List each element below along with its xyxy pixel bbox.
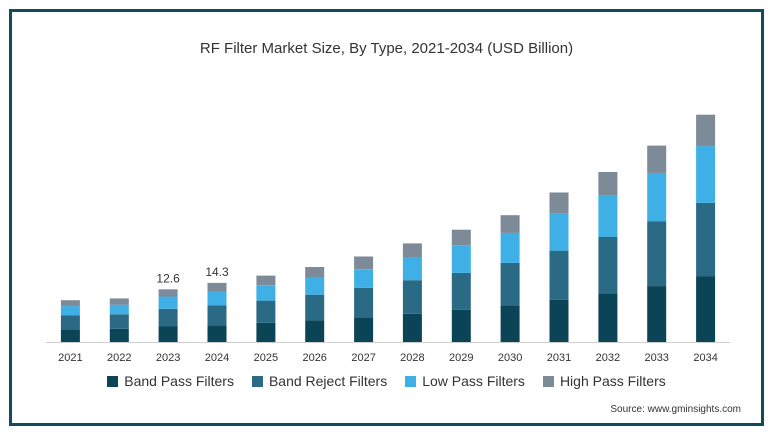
bar-segment-2023-high-pass-filters <box>158 289 178 297</box>
legend-item-low-pass-filters: Low Pass Filters <box>405 373 525 389</box>
x-tick-label-2027: 2027 <box>351 352 375 362</box>
bar-segment-2022-low-pass-filters <box>109 304 129 315</box>
bar-segment-2025-high-pass-filters <box>256 275 276 286</box>
legend-swatch <box>405 375 417 387</box>
bar-segment-2024-band-pass-filters <box>207 325 227 342</box>
bar-segment-2028-band-reject-filters <box>402 280 422 314</box>
bar-segment-2024-low-pass-filters <box>207 291 227 306</box>
bar-segment-2032-band-reject-filters <box>598 237 618 294</box>
bar-segment-2021-low-pass-filters <box>60 306 80 316</box>
bar-segment-2027-band-reject-filters <box>354 287 374 318</box>
bar-segment-2026-band-pass-filters <box>305 320 325 342</box>
bar-segment-2030-band-pass-filters <box>500 305 520 342</box>
bar-segment-2025-band-reject-filters <box>256 300 276 323</box>
bar-segment-2024-band-reject-filters <box>207 305 227 326</box>
chart-title: RF Filter Market Size, By Type, 2021-203… <box>199 40 574 57</box>
data-label-2023: 12.6 <box>156 271 180 285</box>
bar-segment-2029-band-pass-filters <box>451 309 471 342</box>
bar-segment-2029-high-pass-filters <box>451 229 471 246</box>
bar-segment-2031-band-pass-filters <box>549 299 569 342</box>
bar-segment-2026-high-pass-filters <box>305 267 325 278</box>
x-tick-label-2030: 2030 <box>498 352 522 362</box>
bar-segment-2024-high-pass-filters <box>207 282 227 292</box>
bar-segment-2025-band-pass-filters <box>256 322 276 342</box>
bar-segment-2022-band-pass-filters <box>109 328 129 342</box>
bar-segment-2033-high-pass-filters <box>647 145 667 173</box>
bar-segment-2033-low-pass-filters <box>647 172 667 222</box>
bar-segment-2022-band-reject-filters <box>109 314 129 329</box>
bar-segment-2027-high-pass-filters <box>354 256 374 270</box>
bar-segment-2030-band-reject-filters <box>500 262 520 306</box>
legend-swatch <box>107 375 119 387</box>
bar-segment-2030-low-pass-filters <box>500 232 520 263</box>
legend-swatch <box>251 375 263 387</box>
x-tick-label-2028: 2028 <box>400 352 424 362</box>
bar-segment-2030-high-pass-filters <box>500 215 520 233</box>
legend-label: High Pass Filters <box>559 373 666 389</box>
bar-segment-2026-low-pass-filters <box>305 277 325 295</box>
bar-segment-2028-high-pass-filters <box>402 243 422 257</box>
x-tick-label-2024: 2024 <box>205 352 229 362</box>
data-label-2024: 14.3 <box>205 265 229 279</box>
bar-segment-2027-low-pass-filters <box>354 269 374 288</box>
source-note: Source: www.gminsights.com <box>610 404 741 415</box>
bar-segment-2034-high-pass-filters <box>696 114 716 147</box>
x-tick-label-2022: 2022 <box>107 352 131 362</box>
bar-segment-2023-band-reject-filters <box>158 308 178 327</box>
chart-plot: 2021 2022 2023 2024 2025 2026 2027 2028 2029 2030… <box>46 114 730 362</box>
bar-segment-2027-band-pass-filters <box>354 317 374 342</box>
bar-segment-2023-low-pass-filters <box>158 296 178 309</box>
bar-segment-2032-low-pass-filters <box>598 195 618 237</box>
bar-segment-2021-high-pass-filters <box>60 300 80 307</box>
bar-segment-2026-band-reject-filters <box>305 294 325 321</box>
x-tick-label-2032: 2032 <box>596 352 620 362</box>
chart-frame: RF Filter Market Size, By Type, 2021-203… <box>9 9 764 426</box>
bar-segment-2031-band-reject-filters <box>549 250 569 300</box>
bar-segment-2034-band-pass-filters <box>696 276 716 342</box>
x-tick-label-2029: 2029 <box>449 352 473 362</box>
bar-segment-2021-band-reject-filters <box>60 315 80 330</box>
bar-segment-2032-band-pass-filters <box>598 293 618 342</box>
x-tick-label-2033: 2033 <box>644 352 668 362</box>
bar-segment-2034-low-pass-filters <box>696 146 716 203</box>
bar-segment-2028-low-pass-filters <box>402 257 422 281</box>
bar-segment-2025-low-pass-filters <box>256 285 276 301</box>
legend-item-band-pass-filters: Band Pass Filters <box>107 373 234 389</box>
bar-segment-2029-low-pass-filters <box>451 245 471 273</box>
bar-segment-2031-high-pass-filters <box>549 192 569 214</box>
bar-segment-2021-band-pass-filters <box>60 329 80 342</box>
x-tick-label-2034: 2034 <box>693 352 717 362</box>
x-tick-label-2026: 2026 <box>302 352 326 362</box>
bar-segment-2033-band-reject-filters <box>647 221 667 286</box>
bar-segment-2032-high-pass-filters <box>598 172 618 196</box>
bar-segment-2033-band-pass-filters <box>647 286 667 342</box>
chart-legend: Band Pass Filters Band Reject Filters Low … <box>12 373 761 389</box>
bar-segment-2023-band-pass-filters <box>158 326 178 342</box>
bar-segment-2034-band-reject-filters <box>696 202 716 277</box>
legend-label: Band Pass Filters <box>124 373 234 389</box>
legend-item-high-pass-filters: High Pass Filters <box>542 373 666 389</box>
legend-label: Low Pass Filters <box>422 373 525 389</box>
bar-segment-2031-low-pass-filters <box>549 213 569 251</box>
legend-item-band-reject-filters: Band Reject Filters <box>251 373 388 389</box>
x-tick-label-2021: 2021 <box>58 352 82 362</box>
bar-segment-2028-band-pass-filters <box>402 313 422 342</box>
bar-segment-2029-band-reject-filters <box>451 272 471 310</box>
x-tick-label-2031: 2031 <box>547 352 571 362</box>
legend-label: Band Reject Filters <box>268 373 388 389</box>
x-tick-label-2025: 2025 <box>254 352 278 362</box>
x-tick-label-2023: 2023 <box>156 352 180 362</box>
bar-segment-2022-high-pass-filters <box>109 298 129 305</box>
legend-swatch <box>542 375 554 387</box>
